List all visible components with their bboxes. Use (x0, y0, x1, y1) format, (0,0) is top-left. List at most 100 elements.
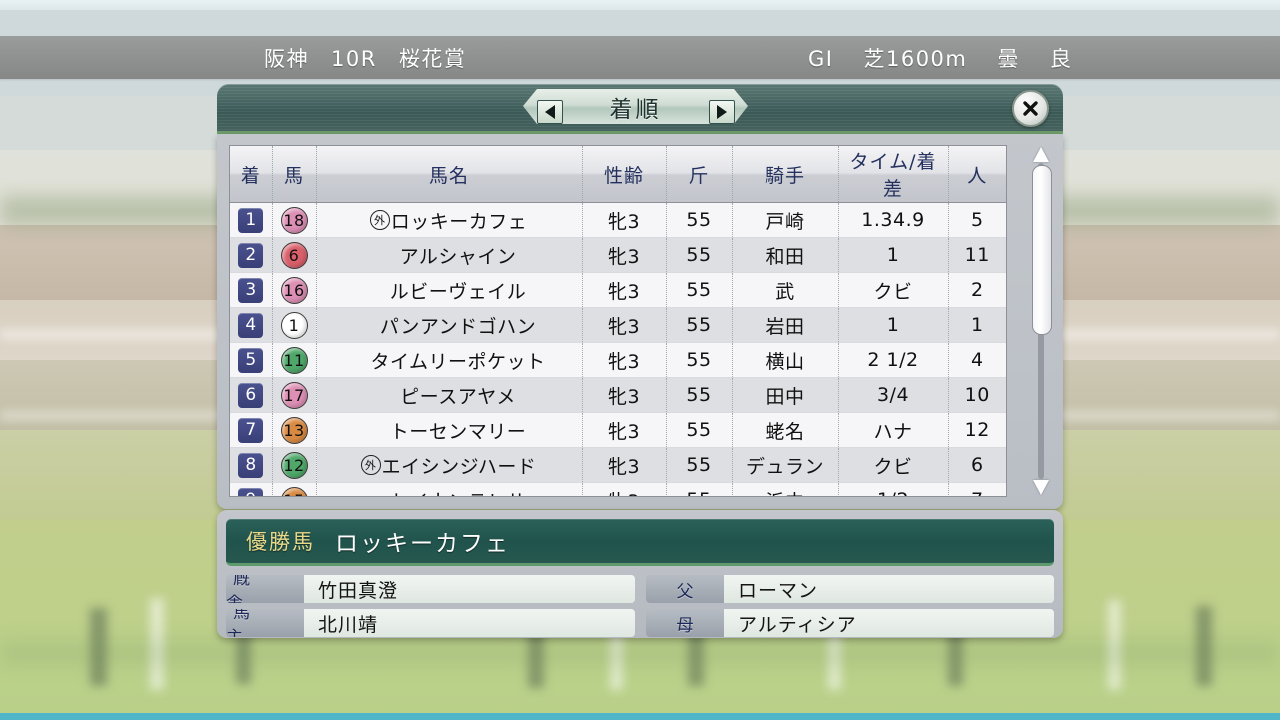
field-sire-label: 父 (646, 575, 724, 603)
scroll-up-button[interactable] (1033, 147, 1049, 162)
cell-rank: 8 (230, 447, 273, 483)
horse-name-label: ルビーヴェイル (389, 280, 527, 303)
field-dam: 母 アルティシア (646, 609, 1054, 637)
field-dam-label: 母 (646, 609, 724, 637)
cell-horse-number: 18 (272, 202, 317, 238)
horse-name-label: ロッキーカフェ (390, 210, 528, 233)
field-sire-value: ローマン (724, 575, 1054, 603)
table-row[interactable]: 1 18 外ロッキーカフェ 牝3 55 戸崎 1.34.9 5 (230, 202, 1006, 238)
background-bottom-edge (0, 713, 1280, 720)
cell-horse-name: トーセンマリー (316, 412, 583, 448)
results-window: 着順 着 馬 馬名 性齢 (217, 84, 1063, 509)
cell-horse-number: 16 (272, 272, 317, 308)
col-header-jockey: 騎手 (732, 146, 839, 203)
cell-horse-number: 11 (272, 342, 317, 378)
table-row[interactable]: 4 1 パンアンドゴハン 牝3 55 岩田 1 1 (230, 307, 1006, 343)
cell-time-margin: クビ (838, 272, 949, 308)
results-table-header: 着 馬 馬名 性齢 斤 騎手 タイム/着差 人 (230, 146, 1006, 203)
rank-badge: 6 (238, 382, 264, 408)
horse-name-label: トーセンマリー (389, 420, 527, 443)
next-page-button[interactable] (709, 100, 735, 124)
cell-weight: 55 (666, 272, 733, 308)
cell-time-margin: 2 1/2 (838, 342, 949, 378)
race-name: 桜花賞 (398, 46, 467, 71)
prev-page-button[interactable] (537, 100, 563, 124)
field-dam-value: アルティシア (724, 609, 1054, 637)
cell-sex-age: 牝3 (582, 237, 667, 273)
cell-horse-name: 外エイシンジハード (316, 447, 583, 483)
cell-popularity: 4 (948, 342, 1006, 378)
horse-number-badge: 1 (280, 311, 308, 339)
cell-horse-number: 12 (272, 447, 317, 483)
col-header-name: 馬名 (316, 146, 583, 203)
field-sire: 父 ローマン (646, 575, 1054, 603)
table-row[interactable]: 2 6 アルシャイン 牝3 55 和田 1 11 (230, 237, 1006, 273)
race-venue: 阪神 (264, 46, 309, 71)
col-header-sex-age: 性齢 (582, 146, 667, 203)
field-owner-label: 馬 主 (226, 609, 304, 637)
col-header-number: 馬 (272, 146, 317, 203)
field-stable-label: 厩 舎 (226, 575, 304, 603)
cell-horse-name: アルシャイン (316, 237, 583, 273)
cell-horse-name: セイウンテレサ (316, 482, 583, 497)
cell-weight: 55 (666, 482, 733, 496)
horse-number-badge: 6 (280, 241, 308, 269)
race-track-condition: 良 (1049, 46, 1073, 71)
scrollbar-thumb[interactable] (1032, 165, 1052, 335)
col-header-rank: 着 (230, 146, 273, 203)
cell-popularity: 11 (948, 237, 1006, 273)
cell-horse-number: 17 (272, 377, 317, 413)
horse-number-badge: 12 (280, 451, 308, 479)
table-row[interactable]: 8 12 外エイシンジハード 牝3 55 デュラン クビ 6 (230, 447, 1006, 483)
cell-jockey: 横山 (732, 342, 839, 378)
cell-rank: 9 (230, 482, 273, 496)
cell-weight: 55 (666, 237, 733, 273)
horse-name-label: アルシャイン (399, 245, 517, 268)
cell-jockey: デュラン (732, 447, 839, 483)
horse-name-label: セイウンテレサ (390, 487, 527, 497)
cell-time-margin: 1 (838, 307, 949, 343)
table-row[interactable]: 5 11 タイムリーポケット 牝3 55 横山 2 1/2 4 (230, 342, 1006, 378)
background-top-edge (0, 0, 1280, 10)
cell-horse-number: 6 (272, 237, 317, 273)
cell-time-margin: ハナ (838, 412, 949, 448)
close-button[interactable] (1012, 90, 1049, 127)
table-row[interactable]: 3 16 ルビーヴェイル 牝3 55 武クビ 2 (230, 272, 1006, 308)
cell-horse-number: 1 (272, 307, 317, 343)
race-info-right: GⅠ 芝1600m 曇 良 (808, 43, 1072, 73)
cell-jockey: 田中 (732, 377, 839, 413)
cell-rank: 4 (230, 307, 273, 343)
cell-popularity: 7 (948, 482, 1006, 496)
table-row[interactable]: 7 13 トーセンマリー 牝3 55 蛯名 ハナ 12 (230, 412, 1006, 448)
cell-time-margin: 1 (838, 237, 949, 273)
header-row: 着 馬 馬名 性齢 斤 騎手 タイム/着差 人 (230, 146, 1006, 203)
horse-name-label: パンアンドゴハン (379, 315, 537, 338)
table-row[interactable]: 6 17 ピースアヤメ 牝3 55 田中 3/4 10 (230, 377, 1006, 413)
cell-sex-age: 牝3 (582, 342, 667, 378)
cell-sex-age: 牝3 (582, 377, 667, 413)
foreign-bred-icon: 外 (360, 455, 381, 475)
winner-fields-left: 厩 舎 竹田真澄 馬 主 北川靖 (226, 575, 635, 637)
race-grade: GⅠ (808, 46, 834, 71)
field-stable-value: 竹田真澄 (304, 575, 635, 603)
winner-banner: 優勝馬 ロッキーカフェ (226, 519, 1054, 566)
cell-weight: 55 (666, 377, 733, 413)
race-info-bar: 阪神 10R 桜花賞 GⅠ 芝1600m 曇 良 (0, 36, 1280, 79)
cell-jockey: 戸崎 (732, 202, 839, 238)
cell-jockey: 武 (732, 272, 839, 308)
cell-popularity: 5 (948, 202, 1006, 238)
cell-popularity: 12 (948, 412, 1006, 448)
table-row[interactable]: 9 15 セイウンテレサ 牝355浜中1/27 (230, 482, 1006, 497)
scroll-down-button[interactable] (1033, 480, 1049, 495)
horse-name-label: ピースアヤメ (400, 385, 516, 408)
col-header-popularity: 人 (948, 146, 1006, 203)
horse-number-badge: 17 (280, 381, 308, 409)
winner-fields-right: 父 ローマン 母 アルティシア (646, 575, 1054, 637)
window-title-plate: 着順 (523, 89, 748, 124)
results-table-container: 着 馬 馬名 性齢 斤 騎手 タイム/着差 人 1 18 外ロッキーカフェ 牝3 55 戸… (229, 145, 1007, 497)
cell-weight: 55 (666, 202, 733, 238)
cell-sex-age: 牝3 (582, 482, 667, 496)
results-scrollbar[interactable] (1031, 145, 1052, 497)
rank-badge: 3 (238, 277, 264, 303)
rank-badge: 1 (238, 207, 264, 233)
